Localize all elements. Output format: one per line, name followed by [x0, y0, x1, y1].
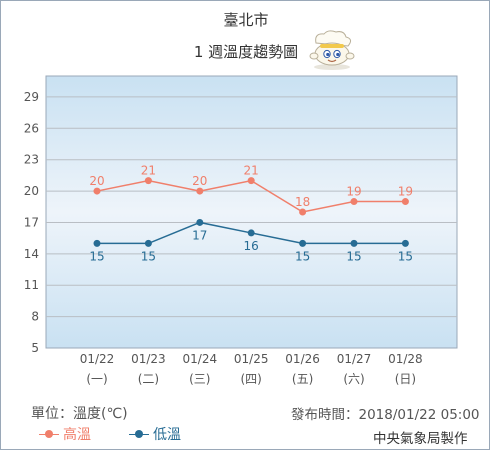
- data-label-low: 15: [141, 249, 156, 263]
- data-label-low: 15: [346, 249, 361, 263]
- x-tick-label: 01/28: [388, 352, 423, 366]
- x-tick-label: 01/23: [131, 352, 166, 366]
- x-tick-label: 01/25: [234, 352, 269, 366]
- legend-label-low: 低溫: [153, 427, 181, 443]
- data-label-low: 17: [192, 228, 207, 242]
- data-label-low: 16: [244, 239, 259, 253]
- data-label-high: 19: [398, 185, 413, 199]
- data-label-low: 15: [295, 249, 310, 263]
- legend-label-high: 高溫: [63, 427, 91, 443]
- y-tick-label: 29: [24, 90, 39, 104]
- data-label-high: 19: [346, 185, 361, 199]
- x-tick-label: 01/24: [183, 352, 218, 366]
- data-point-high: [247, 177, 255, 185]
- y-tick-label: 20: [24, 184, 39, 198]
- data-point-low: [247, 229, 255, 237]
- y-tick-label: 26: [24, 121, 39, 135]
- data-point-high: [93, 187, 101, 195]
- data-point-high: [299, 208, 307, 216]
- data-label-high: 20: [192, 174, 207, 188]
- data-label-low: 15: [398, 249, 413, 263]
- issued-time: 發布時間：2018/01/22 05:00: [291, 407, 480, 423]
- x-weekday-label: (六): [343, 372, 364, 386]
- data-point-low: [299, 239, 307, 247]
- data-point-high: [144, 177, 152, 185]
- unit-label: 單位：溫度(℃): [31, 406, 128, 422]
- data-point-low: [350, 239, 358, 247]
- data-label-high: 20: [89, 174, 104, 188]
- x-tick-label: 01/26: [285, 352, 320, 366]
- data-point-low: [93, 239, 101, 247]
- temperature-chart: 5 8 11 14 17 20 23 26 29 01/22 (一) 01/23 (二) 01/24 (三…: [24, 75, 458, 386]
- data-label-low: 15: [89, 249, 104, 263]
- data-label-high: 21: [141, 164, 156, 178]
- y-tick-label: 11: [24, 278, 39, 292]
- data-point-high: [196, 187, 204, 195]
- legend-item-high: 高溫: [39, 424, 91, 444]
- credit-label: 中央氣象局製作: [373, 431, 468, 447]
- data-point-high: [350, 198, 358, 206]
- x-weekday-label: (五): [292, 372, 313, 386]
- chart-title: 1 週溫度趨勢圖: [193, 43, 299, 61]
- x-weekday-label: (日): [395, 372, 416, 386]
- x-weekday-label: (三): [189, 372, 210, 386]
- city-title: 臺北市: [223, 11, 269, 29]
- y-tick-label: 8: [31, 310, 39, 324]
- x-tick-label: 01/27: [337, 352, 372, 366]
- y-tick-label: 23: [24, 153, 39, 167]
- x-weekday-label: (四): [241, 372, 262, 386]
- legend-item-low: 低溫: [129, 424, 181, 444]
- x-tick-label: 01/22: [80, 352, 115, 366]
- x-weekday-label: (一): [86, 372, 107, 386]
- plot-area: [45, 75, 458, 349]
- data-point-low: [401, 239, 409, 247]
- data-point-high: [401, 198, 409, 206]
- y-tick-label: 17: [24, 215, 39, 229]
- data-label-high: 18: [295, 195, 310, 209]
- data-point-low: [196, 218, 204, 226]
- weather-mascot-icon: [309, 30, 355, 70]
- data-point-low: [144, 239, 152, 247]
- legend-swatch-low: [129, 428, 149, 440]
- data-label-high: 21: [244, 164, 259, 178]
- legend-swatch-high: [39, 428, 59, 440]
- y-tick-label: 14: [24, 247, 39, 261]
- y-tick-label: 5: [31, 341, 39, 355]
- x-weekday-label: (二): [138, 372, 159, 386]
